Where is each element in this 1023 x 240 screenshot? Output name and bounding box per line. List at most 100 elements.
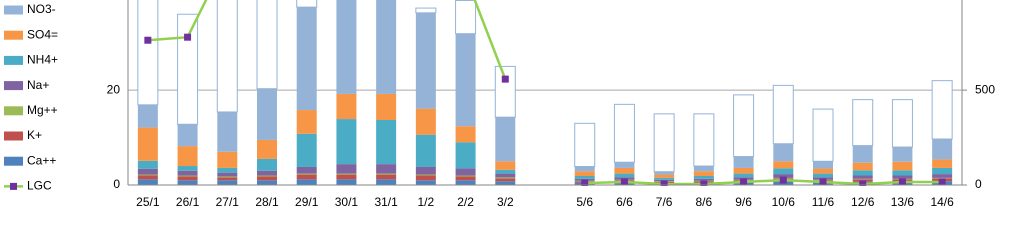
legend-marker xyxy=(10,182,17,190)
bar-segment xyxy=(336,119,357,165)
y2-tick-label: 500 xyxy=(975,82,995,96)
bar-segment xyxy=(733,94,755,158)
y2-tick-label: 0 xyxy=(975,177,982,191)
bar-segment xyxy=(296,7,317,111)
bar-segment xyxy=(455,0,477,35)
legend-swatch xyxy=(4,156,23,166)
bar-segment xyxy=(892,175,913,179)
bar-segment xyxy=(455,142,476,169)
line-marker xyxy=(620,178,628,186)
bar-segment xyxy=(376,174,397,180)
bar-segment xyxy=(217,177,238,181)
legend-swatch xyxy=(4,30,23,40)
bar-segment xyxy=(296,166,317,174)
bar-segment xyxy=(137,175,158,180)
bar-segment xyxy=(495,178,516,182)
bar-segment xyxy=(415,134,436,167)
bar-segment xyxy=(693,175,714,179)
line-marker xyxy=(700,180,708,186)
bar-segment xyxy=(852,162,873,171)
bar-segment xyxy=(257,170,277,176)
x-tick-label: 8/6 xyxy=(696,195,713,209)
bar-segment xyxy=(495,117,516,162)
legend-swatch xyxy=(4,81,23,91)
bar-segment xyxy=(614,162,635,168)
bar-segment xyxy=(336,179,357,185)
bar-segment xyxy=(852,175,873,179)
bar-segment xyxy=(217,151,238,168)
bar-segment xyxy=(177,180,198,185)
bar-segment xyxy=(733,156,754,168)
bar-segment xyxy=(654,177,675,180)
bar-segment xyxy=(296,173,317,175)
x-tick-label: 3/2 xyxy=(497,195,514,209)
bar-segment xyxy=(772,84,794,145)
line-marker xyxy=(144,36,152,44)
bar-segment xyxy=(217,180,238,185)
x-tick-label: 13/6 xyxy=(891,195,915,209)
legend-swatch xyxy=(4,5,23,15)
bar-segment xyxy=(137,127,158,161)
bar-segment xyxy=(455,168,476,176)
bar-segment xyxy=(813,168,833,174)
bar-segment xyxy=(177,13,199,125)
bar-segment xyxy=(613,103,635,163)
bar-segment xyxy=(137,174,158,176)
bar-segment xyxy=(177,166,198,171)
legend-swatch xyxy=(4,55,23,65)
bar-segment xyxy=(773,168,794,175)
bar-segment xyxy=(654,171,675,175)
bar-segment xyxy=(376,173,397,175)
bar-segment xyxy=(693,171,714,176)
bar-segment xyxy=(177,124,198,147)
line-marker xyxy=(184,33,192,41)
bar-segment xyxy=(654,174,675,178)
legend-label: SO4= xyxy=(27,27,58,41)
bar-segment xyxy=(773,161,794,169)
bar-segment xyxy=(256,0,278,90)
bar-segment xyxy=(495,161,516,170)
bar-segment xyxy=(296,133,317,167)
bar-segment xyxy=(614,167,635,174)
x-tick-label: 28/1 xyxy=(255,195,279,209)
bar-segment xyxy=(257,176,277,181)
line-marker xyxy=(740,178,748,186)
bar-segment xyxy=(773,143,794,162)
bar-segment xyxy=(495,173,516,178)
x-tick-label: 11/6 xyxy=(812,195,835,209)
bar-segment xyxy=(653,113,675,173)
bar-segment xyxy=(455,126,476,143)
bar-segment xyxy=(455,176,476,181)
bar-segment xyxy=(415,108,436,135)
line-marker xyxy=(859,180,867,186)
bar-segment xyxy=(257,175,277,177)
bar-segment xyxy=(574,166,595,172)
x-tick-label: 14/6 xyxy=(930,195,954,209)
bar-segment xyxy=(415,174,436,176)
bar-segment xyxy=(217,176,238,178)
legend-label: Ca++ xyxy=(27,153,56,167)
x-tick-label: 9/6 xyxy=(735,195,752,209)
bar-segment xyxy=(376,0,397,94)
line-marker xyxy=(660,180,668,186)
bar-segment xyxy=(296,110,317,134)
y-tick-label: 20 xyxy=(107,82,121,96)
bar-segment xyxy=(137,0,159,106)
x-tick-label: 1/2 xyxy=(418,195,435,209)
bar-segment xyxy=(257,158,277,171)
bar-segment xyxy=(217,167,238,173)
bar-segment xyxy=(852,145,873,163)
bar-segment xyxy=(455,175,476,177)
bar-segment xyxy=(852,179,873,182)
bar-segment xyxy=(932,138,953,160)
bar-segment xyxy=(693,166,714,172)
bar-segment xyxy=(137,104,158,128)
bar-segment xyxy=(415,166,436,175)
legend-label: NH4+ xyxy=(27,53,58,67)
bar-segment xyxy=(773,174,794,178)
bar-segment xyxy=(296,179,317,185)
bar-segment xyxy=(574,171,595,176)
bar-segment xyxy=(296,0,318,8)
line-marker xyxy=(581,179,589,186)
bar-segment xyxy=(495,181,516,185)
